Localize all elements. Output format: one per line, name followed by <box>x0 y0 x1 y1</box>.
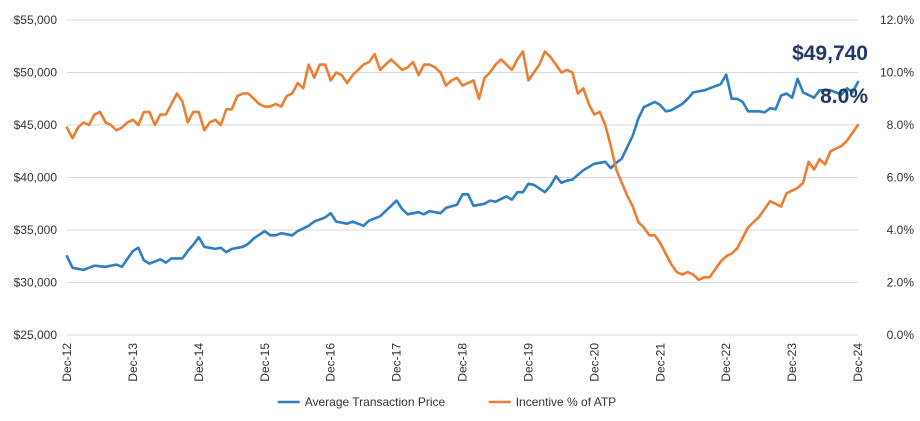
x-tick-label: Dec-13 <box>126 343 140 382</box>
y-right-tick-label: 4.0% <box>887 223 915 237</box>
x-tick-label: Dec-22 <box>719 343 733 382</box>
y-right-tick-label: 10.0% <box>880 66 914 80</box>
x-tick-label: Dec-19 <box>521 343 535 382</box>
x-tick-label: Dec-23 <box>785 343 799 382</box>
data-label: 8.0% <box>820 85 868 108</box>
y-left-tick-label: $45,000 <box>14 118 58 132</box>
y-axis-left: $25,000 $30,000 $35,000 $40,000 $45,000 $50,0… <box>14 13 58 342</box>
y-right-tick-label: 2.0% <box>887 276 915 290</box>
data-label: $49,740 <box>792 42 868 65</box>
x-tick-label: Dec-14 <box>192 343 206 382</box>
series-line-average-transaction-price <box>65 73 860 272</box>
y-left-tick-label: $55,000 <box>14 13 58 27</box>
legend: Average Transaction Price Incentive % of … <box>277 395 617 409</box>
y-right-tick-label: 6.0% <box>887 171 915 185</box>
x-tick-label: Dec-16 <box>324 343 338 382</box>
series-line-incentive-of-atp <box>65 50 860 282</box>
x-tick-label: Dec-21 <box>653 343 667 382</box>
x-tick-label: Dec-17 <box>390 343 404 382</box>
y-left-tick-label: $40,000 <box>14 171 58 185</box>
y-right-tick-label: 12.0% <box>880 13 914 27</box>
legend-label: Incentive % of ATP <box>516 395 617 409</box>
y-left-tick-label: $25,000 <box>14 328 58 342</box>
y-left-tick-label: $35,000 <box>14 223 58 237</box>
annotations: $49,740 8.0% <box>792 42 868 108</box>
y-left-tick-label: $50,000 <box>14 66 58 80</box>
y-left-tick-label: $30,000 <box>14 276 58 290</box>
y-axis-right: 0.0% 2.0% 4.0% 6.0% 8.0% 10.0% 12.0% <box>880 13 914 342</box>
grid-lines <box>67 19 858 336</box>
x-tick-label: Dec-18 <box>456 343 470 382</box>
x-tick-label: Dec-24 <box>851 343 865 382</box>
y-right-tick-label: 0.0% <box>887 328 915 342</box>
y-right-tick-label: 8.0% <box>887 118 915 132</box>
legend-label: Average Transaction Price <box>305 395 446 409</box>
x-tick-label: Dec-15 <box>258 343 272 382</box>
x-axis: Dec-12 Dec-13 Dec-14 Dec-15 Dec-16 Dec-17 Dec-… <box>60 343 865 382</box>
series-lines <box>65 50 860 282</box>
x-tick-label: Dec-20 <box>587 343 601 382</box>
x-tick-label: Dec-12 <box>60 343 74 382</box>
